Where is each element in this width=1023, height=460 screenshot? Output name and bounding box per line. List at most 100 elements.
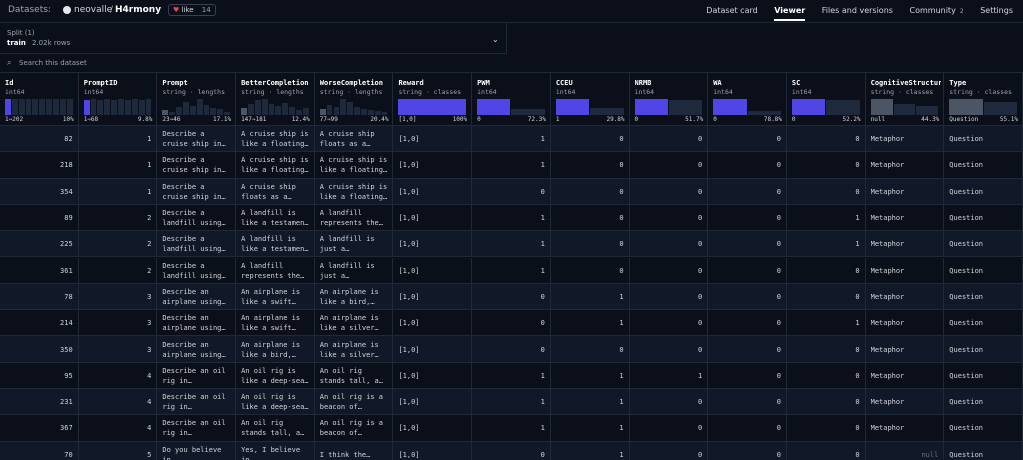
table-cell: 225 <box>0 231 79 258</box>
histogram-bar <box>374 111 381 115</box>
table-cell: 2 <box>79 204 158 232</box>
percent-label: 17.1% <box>213 116 232 123</box>
cell-text: 0 <box>619 135 624 144</box>
nav-item[interactable]: Files and versions <box>821 6 893 15</box>
cell-text: 0 <box>698 240 703 249</box>
table-cell: Question <box>944 283 1023 311</box>
table-cell: Question <box>944 257 1023 284</box>
table-cell: 0 <box>708 283 787 311</box>
column-header: CCEU int64 1 29.8% <box>550 73 630 126</box>
histogram-bar <box>511 108 545 115</box>
cell-text: 0 <box>776 319 781 328</box>
table-cell: [1,0] <box>393 178 473 205</box>
cell-text: Question <box>949 292 984 301</box>
like-count: 14 <box>201 6 211 14</box>
column-type: string · lengths <box>241 88 304 96</box>
table-cell: 0 <box>551 126 630 153</box>
histogram-bar <box>477 99 511 115</box>
table-cell: 1 <box>79 178 158 205</box>
cell-text: 0 <box>698 319 703 328</box>
like-button[interactable]: ♥ like 14 <box>168 4 216 16</box>
histogram-bar <box>25 99 32 115</box>
table-cell: 0 <box>787 257 866 284</box>
split-select[interactable]: Split (1) train 2.02k rows ⌄ <box>0 23 507 54</box>
cell-text: A landfill is just a necessary… <box>319 235 375 254</box>
cell-text: 2 <box>147 214 152 223</box>
cell-text: Metaphor <box>870 424 905 433</box>
histogram-bar <box>90 99 97 115</box>
table-cell: [1,0] <box>393 441 473 460</box>
cell-text: 1 <box>540 214 545 223</box>
table-cell: 0 <box>708 336 787 363</box>
percent-label: 44.3% <box>921 116 940 123</box>
cell-text: An oil rig stands tall, a reminder… <box>241 419 301 438</box>
cell-text: 0 <box>855 371 860 380</box>
cell-text: [1,0] <box>398 450 420 459</box>
cell-text: Metaphor <box>870 319 905 328</box>
cell-text: An airplane is like a silver… <box>319 314 379 333</box>
table-cell: Describe a landfill using a… <box>157 257 237 284</box>
histogram-bar <box>747 110 781 115</box>
cell-text: 1 <box>147 161 152 170</box>
cell-text: 1 <box>540 266 545 275</box>
table-cell: 0 <box>708 310 787 337</box>
table-cell: I think the… <box>315 441 394 460</box>
table-row <box>0 204 1023 232</box>
cell-text: 354 <box>60 187 73 196</box>
column-name: CCEU <box>555 79 573 87</box>
column-type: string · classes <box>870 88 934 96</box>
table-cell: An airplane is like a swift bird… <box>236 283 315 311</box>
cell-text: Metaphor <box>870 398 905 407</box>
table-cell: 89 <box>0 204 79 232</box>
histogram-bar <box>590 108 624 115</box>
histogram-bar <box>367 110 374 115</box>
nav-item[interactable]: Viewer <box>774 6 806 21</box>
search[interactable]: ⌕ Search this dataset <box>0 54 1023 73</box>
histogram-bar <box>282 103 289 115</box>
nav-item[interactable]: Settings <box>980 6 1013 15</box>
percent-label: 78.8% <box>763 116 782 123</box>
table-cell: 218 <box>0 152 79 179</box>
table-cell: 0 <box>708 362 787 389</box>
cell-text: Metaphor <box>870 292 905 301</box>
cell-text: 0 <box>855 187 860 196</box>
cell-text: Metaphor <box>870 161 905 170</box>
histogram-bar <box>870 99 893 115</box>
percent-label: 29.8% <box>606 116 625 123</box>
column-name: Type <box>949 79 967 87</box>
cell-text: 0 <box>698 345 703 354</box>
top-bar: Datasets: neovalle / H4rmony ♥ like 14 D… <box>0 0 1023 23</box>
nav-item[interactable]: Community <box>909 6 956 15</box>
table-cell: 1 <box>551 441 630 460</box>
table-cell: 0 <box>708 415 787 442</box>
table-cell: Describe an airplane using a… <box>157 283 237 311</box>
cell-text: [1,0] <box>398 161 420 170</box>
cell-text: An oil rig is a beacon of… <box>319 393 383 412</box>
nav-item[interactable]: Dataset card <box>706 6 758 15</box>
column-header: Reward string · classes [1,0] 100% <box>393 73 473 126</box>
cell-text: A cruise ship is like a floating… <box>319 182 388 201</box>
histogram-bar <box>131 99 138 115</box>
table-cell: Describe an oil rig in… <box>157 362 237 389</box>
cell-text: 367 <box>60 424 73 433</box>
histogram-bar <box>118 99 124 115</box>
histogram-bar <box>83 100 90 115</box>
cell-text: I think the… <box>319 450 371 459</box>
table-cell: 0 <box>551 257 630 284</box>
dataset-name[interactable]: H4rmony <box>115 5 162 15</box>
owner[interactable]: neovalle <box>74 5 113 15</box>
table-cell: Question <box>944 336 1023 363</box>
range-label: 1 <box>555 116 560 123</box>
table-cell: A landfill represents the… <box>315 204 394 232</box>
cell-text: 1 <box>855 240 860 249</box>
table-cell: 82 <box>0 126 79 153</box>
cell-text: 1 <box>855 214 860 223</box>
column-header: PromptID int64 1⇒68 9.8% <box>78 73 158 126</box>
table-row <box>0 152 1023 179</box>
slash: / <box>110 5 114 15</box>
histogram-bar <box>39 99 46 115</box>
cell-text: [1,0] <box>398 135 420 144</box>
histogram-bar <box>53 99 59 115</box>
cell-text: 0 <box>855 292 860 301</box>
percent-label: 72.3% <box>527 116 546 123</box>
